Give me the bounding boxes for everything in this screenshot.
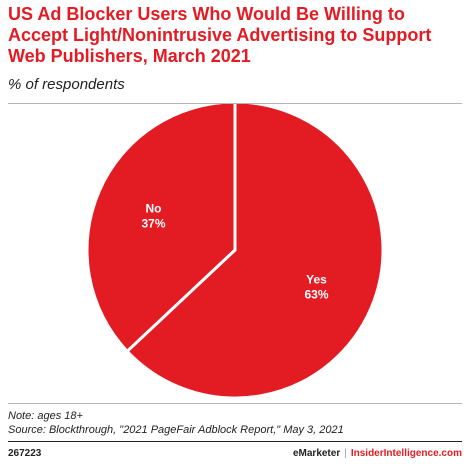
chart-title: US Ad Blocker Users Who Would Be Willing… <box>8 4 432 66</box>
chart-source: Source: Blockthrough, "2021 PageFair Adb… <box>8 424 344 436</box>
slice-label-no: No <box>146 202 162 216</box>
chart-note: Note: ages 18+ <box>8 410 83 422</box>
brand-footer: eMarketer | InsiderIntelligence.com <box>293 448 462 459</box>
slice-value-yes: 63% <box>304 287 328 301</box>
pie-slice-yes <box>125 104 385 400</box>
chart-id: 267223 <box>8 448 42 459</box>
brand-insider-link[interactable]: InsiderIntelligence.com <box>350 448 462 459</box>
pie-slice-no <box>85 104 237 353</box>
bottom-divider <box>8 403 462 404</box>
chart-subtitle: % of respondents <box>8 76 125 93</box>
footer-divider <box>8 441 462 442</box>
brand-emarketer: eMarketer <box>292 448 341 459</box>
brand-separator: | <box>344 448 347 459</box>
slice-value-no: 37% <box>141 217 165 231</box>
slice-label-yes: Yes <box>306 272 327 286</box>
